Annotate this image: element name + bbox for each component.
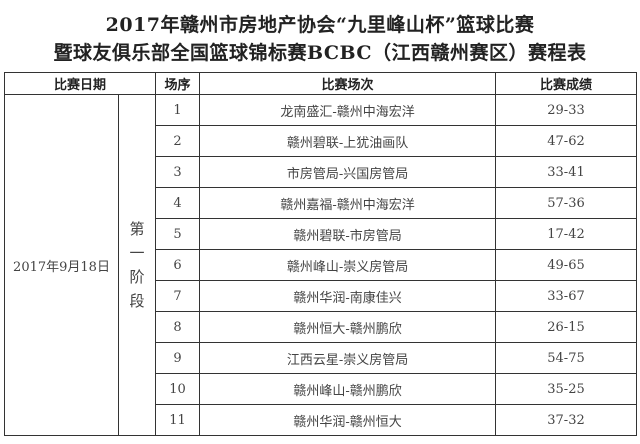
match-teams: 龙南盛汇-赣州中海宏洋 xyxy=(199,94,497,126)
document-subtitle: 暨球友俱乐部全国篮球锦标赛BCBC（江西赣州赛区）赛程表 xyxy=(53,42,587,64)
match-result: 26-15 xyxy=(495,311,638,343)
header-result: 比赛成绩 xyxy=(495,72,638,95)
match-result: 47-62 xyxy=(495,125,638,157)
match-order: 2 xyxy=(155,125,201,157)
schedule-table: 比赛日期 场序 比赛场次 比赛成绩 2017年9月18日第一阶段 1 龙南盛汇-赣州… xyxy=(3,72,638,436)
table-row: 9 江西云星-崇义房管局 54-75 xyxy=(5,342,638,374)
table-row: 6 赣州峰山-崇义房管局 49-65 xyxy=(5,249,638,281)
match-order: 1 xyxy=(155,94,201,126)
match-teams: 赣州峰山-崇义房管局 xyxy=(199,249,497,281)
match-teams: 赣州碧联-上犹油画队 xyxy=(199,125,497,157)
match-result: 17-42 xyxy=(495,218,638,250)
match-teams: 江西云星-崇义房管局 xyxy=(199,342,497,374)
match-result: 49-65 xyxy=(495,249,638,281)
table-row: 2017年9月18日第一阶段 1 龙南盛汇-赣州中海宏洋 29-33 xyxy=(4,94,638,436)
stage-char: 一 xyxy=(129,244,145,262)
header-match: 比赛场次 xyxy=(199,72,497,95)
match-result: 35-25 xyxy=(495,373,638,405)
header-order: 场序 xyxy=(155,72,201,95)
table-row: 10 赣州峰山-赣州鹏欣 35-25 xyxy=(5,373,638,405)
match-result: 33-41 xyxy=(495,156,638,188)
match-teams: 赣州峰山-赣州鹏欣 xyxy=(199,373,497,405)
stage-char: 段 xyxy=(129,292,145,310)
match-order: 11 xyxy=(155,404,201,436)
stage-char: 第 xyxy=(129,220,145,238)
table-row: 8 赣州恒大-赣州鹏欣 26-15 xyxy=(5,311,638,343)
match-teams: 市房管局-兴国房管局 xyxy=(199,156,497,188)
table-row: 3 市房管局-兴国房管局 33-41 xyxy=(5,156,638,188)
match-order: 3 xyxy=(155,156,201,188)
stage-label: 第一阶段 xyxy=(117,94,157,436)
match-order: 5 xyxy=(155,218,201,250)
match-result: 54-75 xyxy=(495,342,638,374)
match-teams: 赣州嘉福-赣州中海宏洋 xyxy=(199,187,497,219)
match-teams: 赣州碧联-市房管局 xyxy=(199,218,497,250)
table-row: 11 赣州华润-赣州恒大 37-32 xyxy=(5,404,638,436)
match-teams: 赣州华润-南康佳兴 xyxy=(199,280,497,312)
match-date: 2017年9月18日 xyxy=(4,94,119,436)
table-row: 5 赣州碧联-市房管局 17-42 xyxy=(5,218,638,250)
match-result: 29-33 xyxy=(495,94,638,126)
document-title: 2017年赣州市房地产协会“九里峰山杯”篮球比赛 xyxy=(105,14,535,36)
match-result: 37-32 xyxy=(495,404,638,436)
match-order: 7 xyxy=(155,280,201,312)
match-result: 57-36 xyxy=(495,187,638,219)
match-order: 10 xyxy=(155,373,201,405)
header-date: 比赛日期 xyxy=(3,72,157,95)
match-order: 8 xyxy=(155,311,201,343)
match-order: 4 xyxy=(155,187,201,219)
match-teams: 赣州华润-赣州恒大 xyxy=(199,404,497,436)
stage-char: 阶 xyxy=(129,268,145,286)
match-result: 33-67 xyxy=(495,280,638,312)
match-teams: 赣州恒大-赣州鹏欣 xyxy=(199,311,497,343)
match-order: 6 xyxy=(155,249,201,281)
match-order: 9 xyxy=(155,342,201,374)
header-row: 比赛日期 场序 比赛场次 比赛成绩 xyxy=(3,72,638,95)
